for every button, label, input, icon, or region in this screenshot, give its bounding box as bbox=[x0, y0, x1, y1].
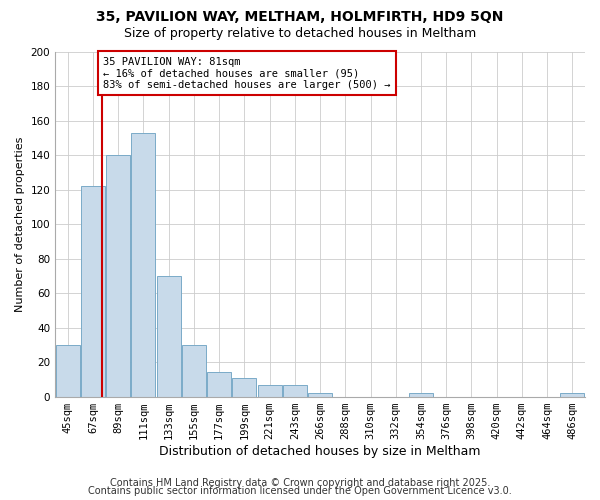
Bar bbox=[257, 384, 281, 396]
Text: 35, PAVILION WAY, MELTHAM, HOLMFIRTH, HD9 5QN: 35, PAVILION WAY, MELTHAM, HOLMFIRTH, HD… bbox=[97, 10, 503, 24]
Text: Size of property relative to detached houses in Meltham: Size of property relative to detached ho… bbox=[124, 28, 476, 40]
Bar bbox=[81, 186, 105, 396]
Bar bbox=[182, 345, 206, 397]
Bar bbox=[56, 345, 80, 397]
Bar bbox=[157, 276, 181, 396]
Bar bbox=[308, 393, 332, 396]
Text: Contains HM Land Registry data © Crown copyright and database right 2025.: Contains HM Land Registry data © Crown c… bbox=[110, 478, 490, 488]
Bar bbox=[283, 384, 307, 396]
X-axis label: Distribution of detached houses by size in Meltham: Distribution of detached houses by size … bbox=[160, 444, 481, 458]
Bar bbox=[131, 132, 155, 396]
Text: Contains public sector information licensed under the Open Government Licence v3: Contains public sector information licen… bbox=[88, 486, 512, 496]
Bar bbox=[560, 393, 584, 396]
Bar bbox=[232, 378, 256, 396]
Y-axis label: Number of detached properties: Number of detached properties bbox=[15, 136, 25, 312]
Bar bbox=[207, 372, 231, 396]
Bar bbox=[106, 155, 130, 396]
Bar bbox=[409, 393, 433, 396]
Text: 35 PAVILION WAY: 81sqm
← 16% of detached houses are smaller (95)
83% of semi-det: 35 PAVILION WAY: 81sqm ← 16% of detached… bbox=[103, 56, 391, 90]
